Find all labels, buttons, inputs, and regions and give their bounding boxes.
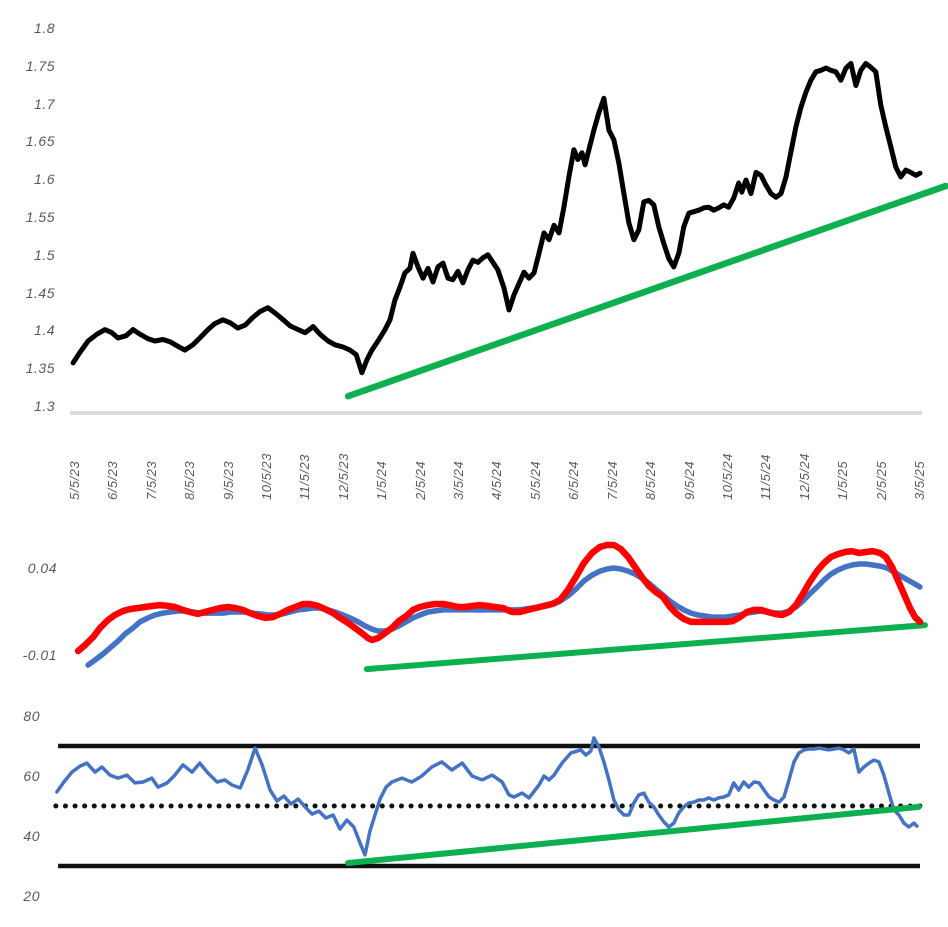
price-chart-y-tick-label: 1.6 — [34, 171, 55, 187]
price-chart-y-tick-label: 1.4 — [34, 322, 55, 338]
price-chart-x-tick-label: 1/5/25 — [835, 460, 850, 500]
price-chart-y-tick-label: 1.3 — [34, 398, 55, 414]
price-chart-x-tick-label: 1/5/24 — [374, 460, 389, 500]
price-chart-y-tick-label: 1.7 — [34, 96, 55, 112]
price-chart-x-tick-label: 10/5/23 — [259, 453, 274, 500]
price-chart-x-tick-label: 12/5/24 — [797, 453, 812, 500]
rsi-chart-y-tick-label: 40 — [23, 828, 40, 844]
price-chart-price-line — [70, 61, 923, 376]
rsi-chart-rsi-line — [55, 736, 919, 857]
macd-chart-macd-line — [74, 541, 924, 655]
macd-chart-macd-trendline-line — [363, 622, 928, 673]
rsi-chart-y-tick-label: 20 — [23, 888, 40, 904]
price-chart-x-tick-label: 2/5/25 — [874, 460, 889, 500]
price-chart-x-tick-label: 10/5/24 — [720, 453, 735, 500]
price-chart-y-tick-label: 1.65 — [25, 133, 55, 149]
rsi-chart-y-tick-label: 60 — [23, 768, 40, 784]
price-chart-y-tick-label: 1.35 — [25, 360, 55, 376]
price-chart-y-tick-label: 1.55 — [25, 209, 55, 225]
price-chart-x-tick-label: 6/5/24 — [566, 460, 581, 500]
price-chart-x-tick-label: 11/5/24 — [758, 454, 773, 500]
price-chart-x-tick-label: 7/5/24 — [605, 460, 620, 500]
macd-chart-y-tick-label: 0.04 — [27, 560, 57, 576]
price-chart-x-tick-label: 11/5/23 — [297, 454, 312, 500]
price-chart — [70, 61, 948, 415]
price-chart-x-tick-label: 8/5/23 — [182, 460, 197, 500]
price-chart-x-tick-label: 3/5/24 — [451, 460, 466, 500]
price-chart-y-tick-label: 1.45 — [25, 285, 55, 301]
macd-chart-signal-line — [85, 561, 923, 668]
price-chart-x-tick-label: 5/5/23 — [67, 460, 82, 500]
price-chart-x-tick-label: 9/5/23 — [221, 460, 236, 500]
rsi-chart-rsi-trendline-line — [345, 803, 922, 866]
price-chart-x-tick-label: 2/5/24 — [413, 460, 428, 500]
price-chart-x-tick-label: 4/5/24 — [489, 460, 504, 500]
price-chart-x-tick-label: 8/5/24 — [643, 460, 658, 500]
price-chart-y-tick-label: 1.8 — [34, 20, 55, 36]
price-chart-x-tick-label: 7/5/23 — [144, 460, 159, 500]
price-chart-x-tick-label: 5/5/24 — [528, 460, 543, 500]
macd-chart — [74, 541, 928, 673]
price-chart-y-tick-label: 1.75 — [25, 58, 55, 74]
price-chart-x-tick-label: 9/5/24 — [682, 460, 697, 500]
rsi-chart — [53, 736, 923, 869]
macd-chart-y-tick-label: -0.01 — [22, 647, 57, 663]
price-chart-y-tick-label: 1.5 — [34, 247, 55, 263]
rsi-chart-y-tick-label: 80 — [23, 708, 40, 724]
price-chart-x-tick-label: 12/5/23 — [336, 453, 351, 500]
price-chart-x-tick-label: 3/5/25 — [912, 460, 927, 500]
price-chart-x-tick-label: 6/5/23 — [105, 460, 120, 500]
price-chart-support-trendline-line — [344, 182, 948, 400]
